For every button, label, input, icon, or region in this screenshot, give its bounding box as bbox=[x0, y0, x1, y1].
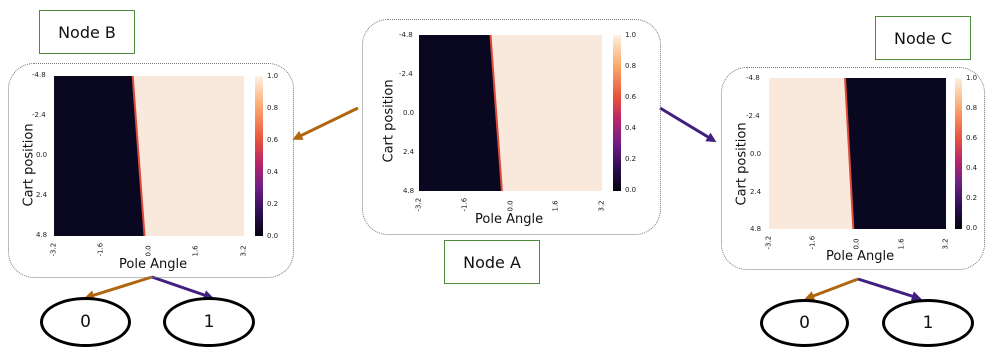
node-c-xtick-2: 0.0 bbox=[852, 238, 861, 250]
node-a-xlabel: Pole Angle bbox=[475, 212, 544, 227]
node-c-ylabel: Cart position bbox=[734, 122, 750, 206]
node-b-cbtick-0: 1.0 bbox=[267, 72, 279, 80]
heatmap-region-right bbox=[132, 76, 244, 236]
node-c-colorbar bbox=[955, 78, 962, 229]
node-a-xtick-4: 3.2 bbox=[597, 200, 606, 212]
node-a-ytick-0: -4.8 bbox=[399, 31, 413, 39]
node-b-label: Node B bbox=[39, 10, 135, 54]
node-b-cbtick-3: 0.4 bbox=[267, 168, 279, 176]
node-b-leaf-right: 1 bbox=[163, 297, 255, 347]
node-c-ytick-0: -4.8 bbox=[746, 74, 760, 82]
node-a-ytick-4: 4.8 bbox=[403, 187, 415, 195]
heatmap-boundary bbox=[489, 35, 503, 191]
node-b-cbtick-4: 0.2 bbox=[267, 200, 279, 208]
node-b-leaf-left: 0 bbox=[40, 297, 131, 347]
node-c-xtick-0: -3.2 bbox=[764, 235, 773, 250]
arrow-b-to-leaf1 bbox=[151, 275, 214, 300]
heatmap-boundary bbox=[844, 78, 855, 229]
node-b-xlabel: Pole Angle bbox=[119, 257, 188, 272]
arrow-c-to-leaf0 bbox=[804, 277, 859, 301]
node-c-cbtick-4: 0.2 bbox=[966, 194, 978, 202]
heatmap-region-left bbox=[419, 35, 502, 191]
heatmap-boundary bbox=[131, 76, 146, 236]
node-c-cbtick-5: 0.0 bbox=[966, 224, 978, 232]
node-b-ylabel: Cart position bbox=[21, 123, 37, 207]
node-b-xtick-2: 0.0 bbox=[144, 245, 153, 257]
node-b-xtick-1: -1.6 bbox=[96, 242, 105, 257]
node-c-cbtick-2: 0.6 bbox=[966, 134, 978, 142]
node-c-heatmap bbox=[769, 78, 946, 229]
node-a-xtick-3: 1.6 bbox=[551, 200, 560, 212]
node-b-panel: Cart position -4.8 -2.4 0.0 2.4 4.8 -3.2… bbox=[8, 63, 294, 278]
node-a-panel: Cart position -4.8 -2.4 0.0 2.4 4.8 -3.2… bbox=[362, 19, 661, 235]
node-c-cbtick-0: 1.0 bbox=[966, 74, 978, 82]
node-a-cbtick-1: 0.8 bbox=[625, 62, 637, 70]
node-b-cbtick-1: 0.8 bbox=[267, 104, 279, 112]
node-c-cbtick-3: 0.4 bbox=[966, 164, 978, 172]
node-a-cbtick-4: 0.2 bbox=[625, 155, 637, 163]
node-a-ytick-2: 0.0 bbox=[403, 109, 415, 117]
node-b-ytick-3: 2.4 bbox=[36, 191, 48, 199]
node-b-cbtick-5: 0.0 bbox=[267, 232, 279, 240]
node-a-cbtick-0: 1.0 bbox=[625, 31, 637, 39]
node-c-leaf-left: 0 bbox=[760, 299, 849, 347]
heatmap-region-right bbox=[845, 78, 946, 229]
node-b-ytick-2: 0.0 bbox=[36, 151, 48, 159]
node-c-xlabel: Pole Angle bbox=[826, 249, 895, 264]
node-a-heatmap bbox=[419, 35, 602, 191]
node-a-xtick-1: -1.6 bbox=[460, 197, 469, 212]
node-c-heatmap-svg bbox=[769, 78, 946, 229]
node-c-xtick-1: -1.6 bbox=[808, 235, 817, 250]
arrow-c-to-leaf1 bbox=[857, 277, 922, 301]
node-c-xtick-4: 3.2 bbox=[941, 238, 950, 250]
node-b-xtick-0: -3.2 bbox=[49, 242, 58, 257]
node-c-panel: Cart position -4.8 -2.4 0.0 2.4 4.8 -3.2… bbox=[721, 67, 985, 270]
node-c-label: Node C bbox=[875, 16, 971, 60]
node-a-ytick-3: 2.4 bbox=[403, 148, 415, 156]
arrow-a-to-c bbox=[659, 106, 717, 143]
heatmap-region-right bbox=[490, 35, 602, 191]
node-a-cbtick-5: 0.0 bbox=[625, 186, 637, 194]
node-b-ytick-4: 4.8 bbox=[36, 231, 48, 239]
node-c-ytick-3: 2.4 bbox=[750, 188, 762, 196]
node-b-cbtick-2: 0.6 bbox=[267, 136, 279, 144]
node-b-xtick-4: 3.2 bbox=[239, 245, 248, 257]
arrow-b-to-leaf0 bbox=[84, 275, 153, 300]
node-b-heatmap-svg bbox=[54, 76, 244, 236]
node-b-ytick-1: -2.4 bbox=[32, 111, 46, 119]
node-b-ytick-0: -4.8 bbox=[32, 71, 46, 79]
heatmap-region-left bbox=[769, 78, 854, 229]
node-a-heatmap-svg bbox=[419, 35, 602, 191]
node-a-cbtick-2: 0.6 bbox=[625, 93, 637, 101]
node-c-cbtick-1: 0.8 bbox=[966, 104, 978, 112]
node-b-heatmap bbox=[54, 76, 244, 236]
node-c-ytick-2: 0.0 bbox=[750, 150, 762, 158]
node-b-colorbar bbox=[255, 76, 263, 236]
node-a-ytick-1: -2.4 bbox=[399, 70, 413, 78]
arrow-a-to-b bbox=[292, 106, 359, 140]
node-a-cbtick-3: 0.4 bbox=[625, 124, 637, 132]
node-b-xtick-3: 1.6 bbox=[191, 245, 200, 257]
node-c-ytick-1: -2.4 bbox=[746, 112, 760, 120]
node-a-label: Node A bbox=[444, 240, 540, 284]
node-a-ylabel: Cart position bbox=[381, 79, 397, 163]
heatmap-region-left bbox=[54, 76, 145, 236]
node-c-ytick-4: 4.8 bbox=[750, 225, 762, 233]
node-a-colorbar bbox=[613, 35, 621, 191]
node-c-xtick-3: 1.6 bbox=[897, 238, 906, 250]
node-c-leaf-right: 1 bbox=[882, 299, 974, 347]
node-a-xtick-2: 0.0 bbox=[506, 200, 515, 212]
node-a-xtick-0: -3.2 bbox=[414, 197, 423, 212]
